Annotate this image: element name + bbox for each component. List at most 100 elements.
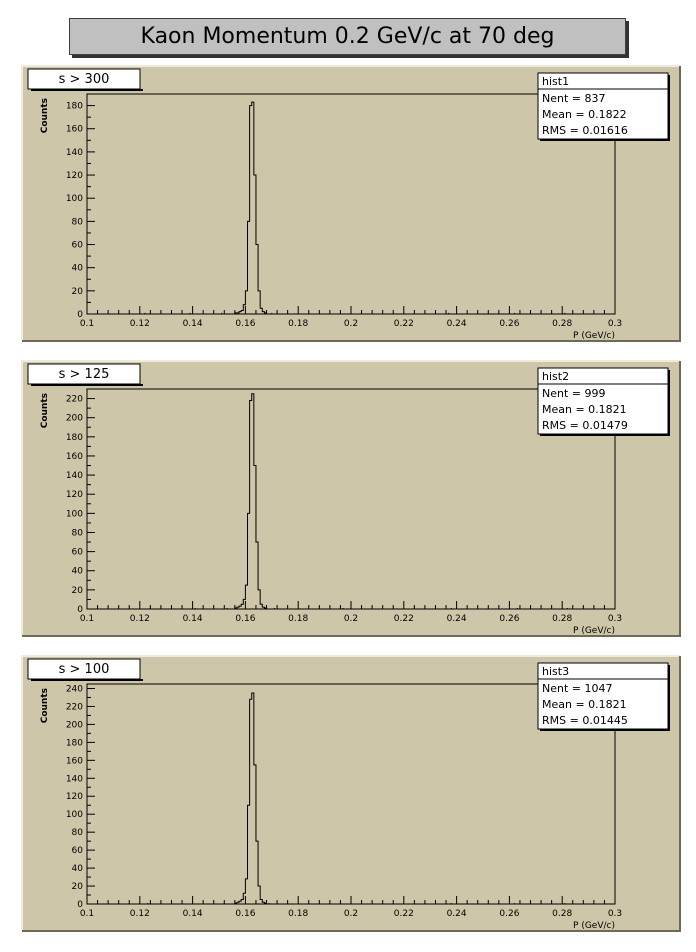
x-tick-label: 0.12 [130,319,150,329]
y-tick-label: 120 [66,792,83,802]
x-tick-label: 0.2 [344,614,358,624]
stats-box: hist1 Nent = 837 Mean = 0.1822 RMS = 0.0161… [537,72,670,141]
y-tick-label: 160 [66,452,83,462]
x-tick-label: 0.26 [499,614,519,624]
stats-entries: Nent = 1047 [542,682,613,695]
y-tick-label: 180 [66,433,83,443]
y-tick-label: 160 [66,125,83,135]
x-tick-label: 0.22 [394,614,414,624]
stats-name: hist1 [542,75,569,88]
y-tick-label: 20 [72,287,84,297]
histogram-line [234,393,268,609]
y-tick-label: 0 [77,900,83,910]
stats-rms: RMS = 0.01616 [542,124,628,137]
y-tick-label: 140 [66,148,83,158]
cut-label-box: s > 125 [27,363,143,386]
x-tick-label: 0.22 [394,319,414,329]
y-axis-title: Counts [40,688,50,723]
x-tick-label: 0.16 [235,614,255,624]
y-axis-title: Counts [40,393,50,428]
cut-label-shadow [31,89,143,91]
y-tick-label: 200 [66,414,83,424]
x-tick-label: 0.1 [80,909,94,919]
cut-label-box: s > 100 [27,658,143,681]
x-tick-label: 0.14 [183,909,203,919]
histogram-pad-2: 0.1 0.12 0.14 0.16 0.18 0.2 0.22 0.24 0.26 0.28 0.… [21,360,681,637]
pad-bevel-dark [22,361,681,637]
x-tick-label: 0.24 [447,909,467,919]
x-tick-label: 0.28 [552,614,572,624]
x-tick-label: 0.16 [235,909,255,919]
cut-label-shadow [31,384,143,386]
y-tick-label: 180 [66,102,83,112]
stats-entries: Nent = 837 [542,92,606,105]
x-tick-label: 0.26 [499,319,519,329]
y-tick-label: 80 [72,217,84,227]
y-tick-label: 220 [66,702,83,712]
y-tick-label: 100 [66,810,83,820]
stats-mean: Mean = 0.1821 [542,698,627,711]
cut-label-box: s > 300 [27,68,143,91]
y-tick-label: 120 [66,490,83,500]
x-tick-label: 0.1 [80,614,94,624]
stats-background [537,72,669,140]
x-axis-title: P (GeV/c) [573,331,615,341]
x-tick-label: 0.28 [552,909,572,919]
y-tick-label: 60 [72,846,84,856]
y-tick-label: 60 [72,548,84,558]
histogram-pad-3: 0.1 0.12 0.14 0.16 0.18 0.2 0.22 0.24 0.26 0.28 0.… [21,655,681,932]
x-axis-title: P (GeV/c) [573,921,615,931]
x-tick-label: 0.18 [288,909,308,919]
y-tick-label: 60 [72,241,84,251]
histogram-line [234,692,268,904]
stats-box: hist2 Nent = 999 Mean = 0.1821 RMS = 0.0147… [537,367,670,436]
x-tick-label: 0.24 [447,614,467,624]
y-tick-label: 20 [72,586,84,596]
x-tick-label: 0.12 [130,614,150,624]
x-tick-label: 0.28 [552,319,572,329]
stats-rms: RMS = 0.01445 [542,714,628,727]
y-tick-label: 80 [72,528,84,538]
x-tick-label: 0.22 [394,909,414,919]
y-tick-label: 240 [66,684,83,694]
x-tick-label: 0.3 [608,319,622,329]
y-tick-label: 220 [66,395,83,405]
stats-rms: RMS = 0.01479 [542,419,628,432]
x-tick-label: 0.18 [288,319,308,329]
stats-background [537,662,669,730]
x-tick-label: 0.12 [130,909,150,919]
canvas-title: Kaon Momentum 0.2 GeV/c at 70 deg [69,18,626,55]
x-tick-label: 0.3 [608,614,622,624]
y-tick-label: 80 [72,828,84,838]
y-tick-label: 100 [66,194,83,204]
x-axis-title: P (GeV/c) [573,626,615,636]
stats-name: hist2 [542,370,569,383]
cut-label: s > 125 [59,367,110,382]
x-tick-label: 0.2 [344,319,358,329]
y-tick-label: 40 [72,264,84,274]
y-tick-label: 0 [77,310,83,320]
stats-name: hist3 [542,665,569,678]
stats-mean: Mean = 0.1822 [542,108,627,121]
pad-bevel-light [21,655,680,931]
x-tick-label: 0.26 [499,909,519,919]
cut-label-shadow [31,679,143,681]
x-tick-label: 0.16 [235,319,255,329]
histogram-pad-1: 0.1 0.12 0.14 0.16 0.18 0.2 0.22 0.24 0.26 0.28 0.… [21,65,681,342]
stats-box: hist3 Nent = 1047 Mean = 0.1821 RMS = 0.014… [537,662,670,731]
x-tick-label: 0.24 [447,319,467,329]
x-tick-label: 0.2 [344,909,358,919]
y-tick-label: 0 [77,605,83,615]
y-tick-label: 160 [66,756,83,766]
histogram-line [234,101,268,314]
pad-bevel-light [21,360,680,636]
y-tick-label: 180 [66,738,83,748]
pad-bevel-light [21,65,680,341]
y-tick-label: 140 [66,471,83,481]
y-tick-label: 40 [72,567,84,577]
x-tick-label: 0.3 [608,909,622,919]
y-tick-label: 40 [72,864,84,874]
y-axis-title: Counts [40,98,50,133]
stats-background [537,367,669,435]
